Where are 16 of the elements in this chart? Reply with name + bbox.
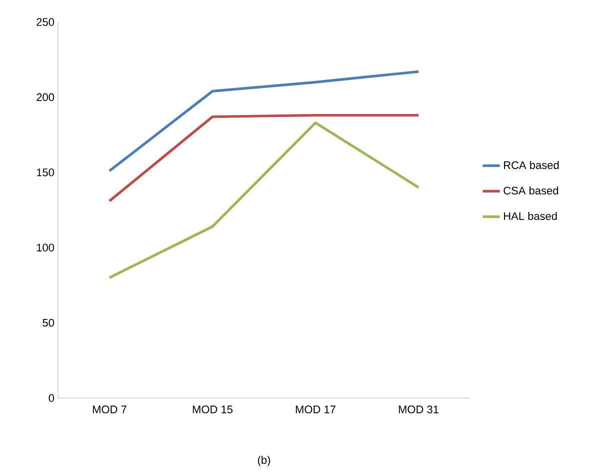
x-tick-label: MOD 31 bbox=[398, 406, 438, 414]
x-tick-label: MOD 15 bbox=[192, 406, 232, 414]
legend-label: RCA based bbox=[504, 160, 559, 170]
y-tick-label: 150 bbox=[36, 168, 54, 176]
legend-label: HAL based bbox=[504, 212, 557, 220]
legend-label: CSA based bbox=[504, 186, 558, 195]
line-series bbox=[108, 121, 420, 279]
y-tick-label: 200 bbox=[36, 93, 54, 102]
y-tick-label: 250 bbox=[36, 18, 54, 26]
y-tick-label: 50 bbox=[42, 318, 54, 327]
y-tick-label: 0 bbox=[48, 394, 54, 402]
y-tick-label: 100 bbox=[36, 244, 54, 252]
text: (b) bbox=[258, 456, 270, 466]
line-series bbox=[108, 70, 420, 172]
x-tick-label: MOD 17 bbox=[296, 406, 336, 414]
x-tick-label: MOD 7 bbox=[92, 406, 126, 414]
